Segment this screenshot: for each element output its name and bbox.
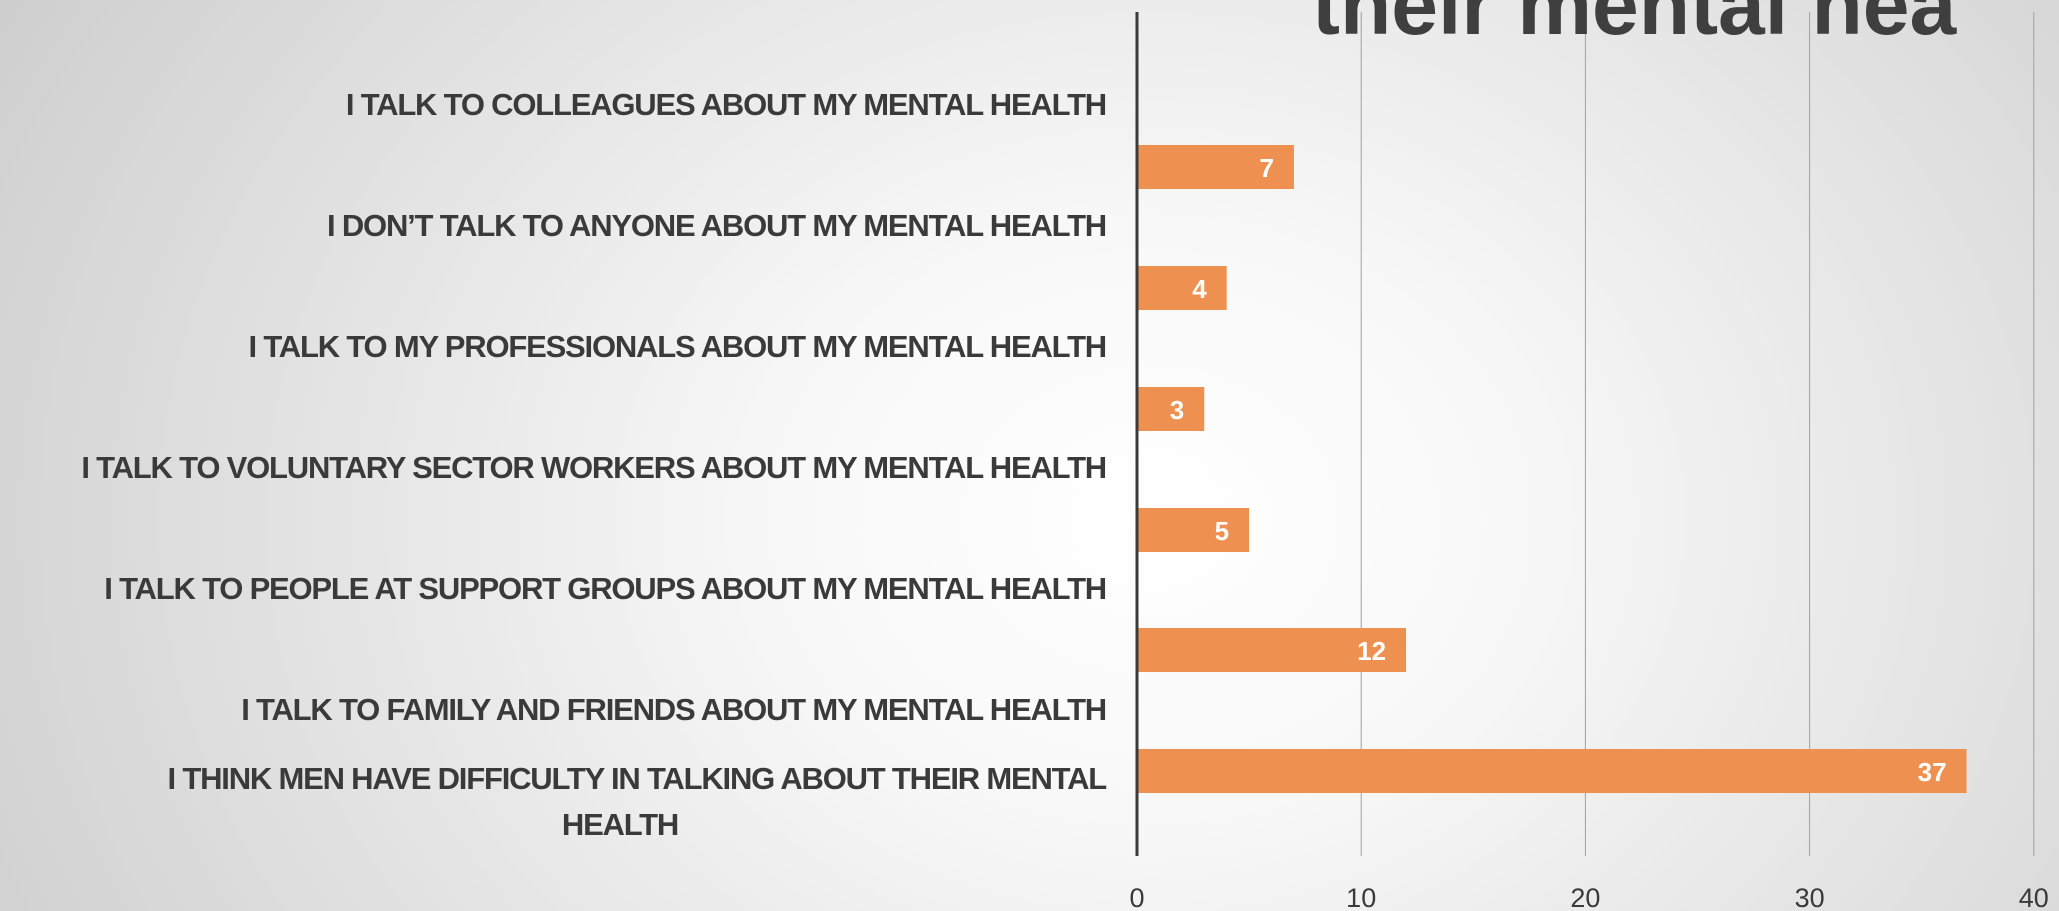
bar-4 (1137, 387, 1205, 431)
bar-2 (1137, 628, 1407, 672)
data-label-6: 7 (1259, 153, 1273, 183)
category-label-5: I TALK TO MY PROFESSIONALS ABOUT MY MENT… (249, 329, 1106, 364)
data-labels: 37 12 5 3 4 7 (1170, 153, 1947, 787)
chart-title: their mental hea (1312, 0, 1957, 52)
category-labels: I THINK MEN HAVE DIFFICULTY IN TALKING A… (81, 87, 1107, 842)
category-label-7: I TALK TO COLLEAGUES ABOUT MY MENTAL HEA… (346, 87, 1106, 122)
x-tick-label-10: 10 (1346, 883, 1376, 911)
category-label-3: I TALK TO PEOPLE AT SUPPORT GROUPS ABOUT… (104, 571, 1106, 606)
data-label-1: 37 (1918, 757, 1947, 787)
data-label-4: 3 (1170, 395, 1184, 425)
data-label-5: 4 (1192, 274, 1207, 304)
x-tick-label-0: 0 (1129, 883, 1144, 911)
bars (1137, 145, 1967, 793)
x-tick-label-20: 20 (1570, 883, 1600, 911)
x-tick-labels: 0 10 20 30 40 (1129, 883, 2048, 911)
bar-1 (1137, 749, 1967, 793)
x-tick-label-30: 30 (1795, 883, 1825, 911)
bar-3 (1137, 508, 1250, 552)
data-label-3: 5 (1215, 516, 1229, 546)
category-label-4: I TALK TO VOLUNTARY SECTOR WORKERS ABOUT… (81, 450, 1106, 485)
x-tick-label-40: 40 (2019, 883, 2049, 911)
category-label-2: I TALK TO FAMILY AND FRIENDS ABOUT MY ME… (241, 692, 1106, 727)
gridlines (1360, 12, 2035, 856)
bar-5 (1137, 266, 1227, 310)
category-label-6: I DON’T TALK TO ANYONE ABOUT MY MENTAL H… (327, 208, 1106, 243)
bar-6 (1137, 145, 1294, 189)
category-label-1: I THINK MEN HAVE DIFFICULTY IN TALKING A… (168, 761, 1107, 842)
data-label-2: 12 (1357, 636, 1386, 666)
